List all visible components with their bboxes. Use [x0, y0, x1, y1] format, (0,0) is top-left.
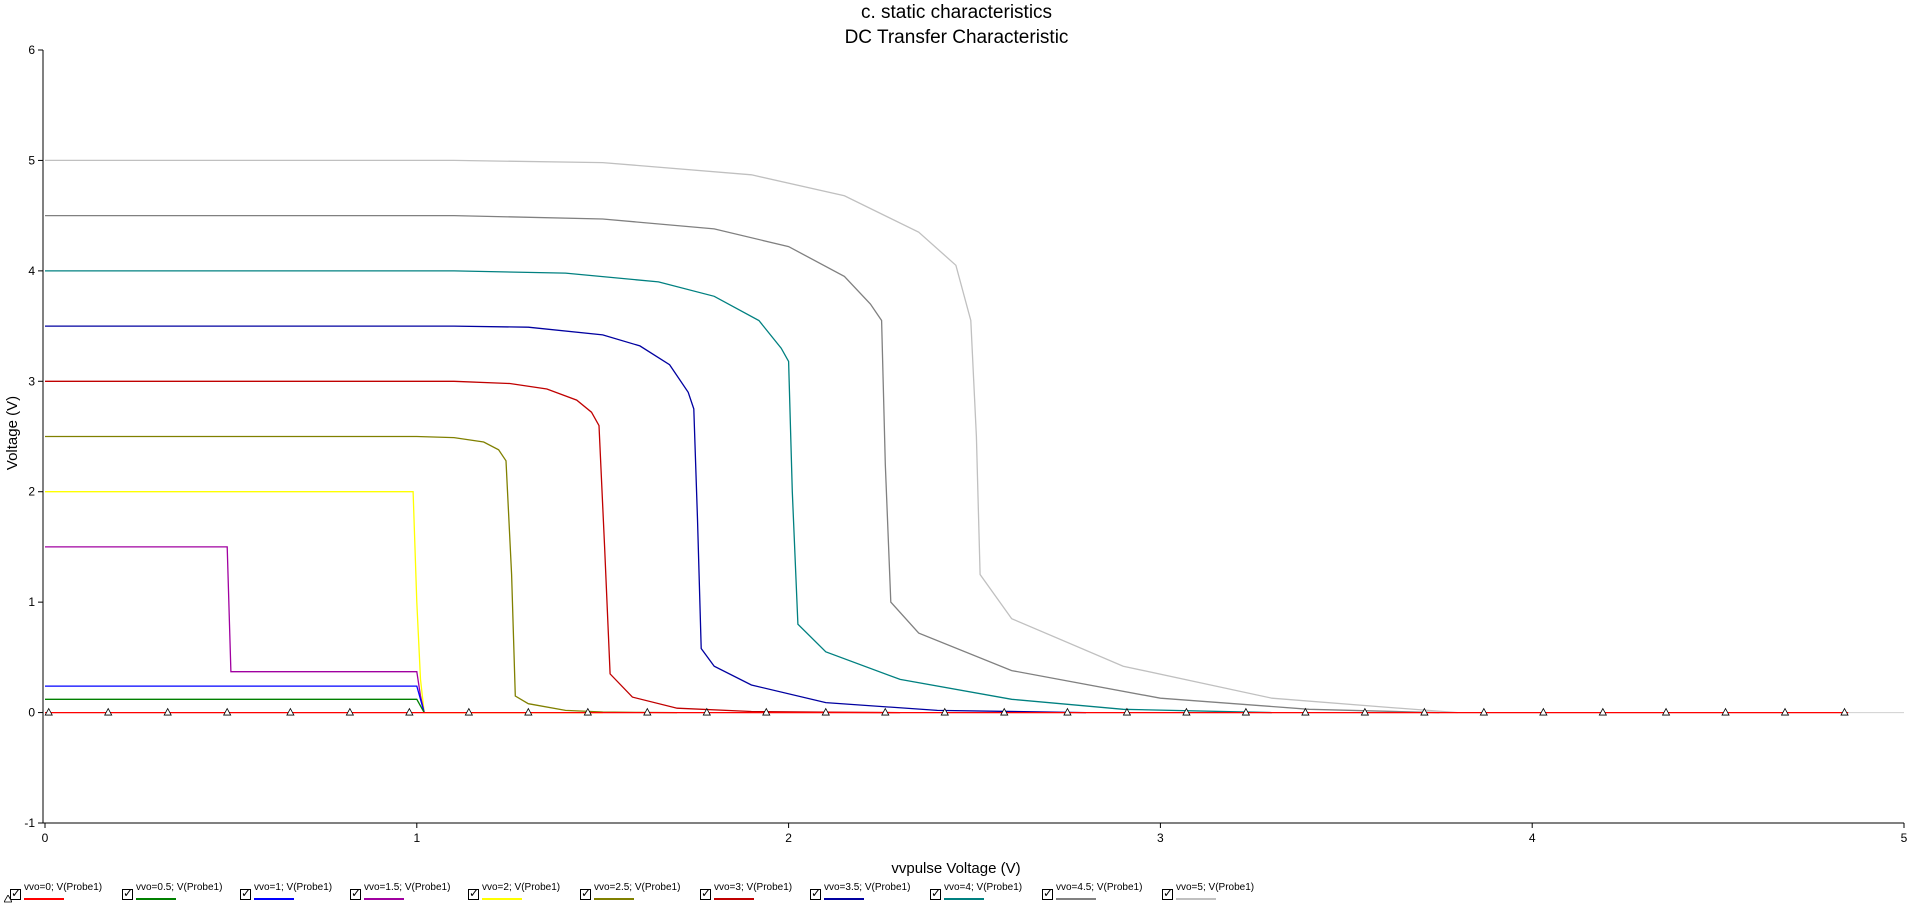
data-point-marker: [762, 707, 771, 716]
legend-swatch: [24, 898, 64, 900]
data-point-marker: [1360, 707, 1370, 716]
data-point-marker: [1479, 707, 1489, 716]
legend-label: vvo=5; V(Probe1): [1176, 882, 1255, 893]
legend-checkbox[interactable]: [1162, 886, 1173, 900]
legend-label: vvo=2.5; V(Probe1): [594, 882, 681, 893]
data-point-marker: [1721, 707, 1730, 716]
legend-checkbox[interactable]: [700, 886, 711, 900]
y-tick-label: 0: [28, 706, 35, 720]
legend-checkbox[interactable]: [122, 886, 133, 900]
data-point-marker: [1122, 707, 1132, 716]
data-point-marker: [702, 707, 711, 716]
legend-swatch: [714, 898, 754, 900]
x-axis-label: vvpulse Voltage (V): [891, 860, 1020, 877]
series-line: [45, 325, 1087, 714]
legend-checkbox[interactable]: [468, 886, 479, 900]
legend-swatch: [1056, 898, 1096, 900]
chart-subtitle: DC Transfer Characteristic: [844, 27, 1069, 48]
legend-swatch: [594, 898, 634, 900]
data-point-marker: [405, 707, 414, 716]
data-point-marker: [524, 707, 533, 716]
legend-swatch: [482, 898, 522, 900]
legend-label: vvo=2; V(Probe1): [482, 882, 561, 893]
series-line: [45, 214, 1440, 714]
data-point-marker: [1661, 707, 1671, 716]
series-line: [45, 159, 1458, 714]
data-point-marker: [1598, 707, 1608, 716]
legend-swatch: [364, 898, 404, 900]
data-point-marker: [940, 707, 949, 716]
legend-marker-icon: [3, 890, 13, 903]
legend-label: vvo=0.5; V(Probe1): [136, 882, 223, 893]
legend-checkbox[interactable]: [350, 886, 361, 900]
legend-label: vvo=3.5; V(Probe1): [824, 882, 911, 893]
axes: -1 0 1 2 3 4 5 6 0 1 2 3 4 5: [24, 43, 1907, 845]
data-point-marker: [1780, 707, 1790, 716]
series-line: [45, 546, 425, 713]
x-tick-label: 5: [1901, 831, 1908, 845]
y-tick-label: 3: [28, 374, 35, 388]
data-point-marker: [44, 707, 53, 716]
x-tick-label: 4: [1529, 831, 1536, 845]
legend-swatch: [1176, 898, 1216, 900]
legend-checkbox[interactable]: [810, 886, 821, 900]
y-tick-label: 4: [28, 264, 35, 278]
dc-transfer-plot: -1 0 1 2 3 4 5 6 0 1 2 3 4 5 vvpulse Voltage (V) Volt…: [4, 43, 1908, 877]
legend-swatch: [136, 898, 176, 900]
data-point-marker: [881, 707, 890, 716]
legend: vvo=0; V(Probe1) vvo=0.5; V(Probe1) vvo=1;…: [0, 878, 1913, 909]
legend-label: vvo=0; V(Probe1): [24, 882, 103, 893]
legend-swatch: [254, 898, 294, 900]
legend-label: vvo=3; V(Probe1): [714, 882, 793, 893]
data-point-marker: [104, 707, 113, 716]
series-line: [45, 685, 425, 713]
data-point-marker: [286, 707, 295, 716]
x-tick-label: 1: [413, 831, 420, 845]
x-tick-label: 0: [42, 831, 49, 845]
legend-swatch: [824, 898, 864, 900]
y-tick-label: 1: [28, 595, 35, 609]
y-tick-label: 2: [28, 485, 35, 499]
data-point-marker: [1420, 707, 1429, 716]
legend-swatch: [944, 898, 984, 900]
data-point-marker: [1840, 707, 1849, 716]
data-point-marker: [821, 707, 830, 716]
legend-label: vvo=1.5; V(Probe1): [364, 882, 451, 893]
data-point-marker: [345, 707, 355, 716]
y-tick-label: 5: [28, 153, 35, 167]
data-point-marker: [1539, 707, 1548, 716]
legend-checkbox[interactable]: [1042, 886, 1053, 900]
chart-title: c. static characteristics: [860, 2, 1053, 23]
legend-checkbox[interactable]: [580, 886, 591, 900]
series-line: [45, 698, 425, 713]
series-line: [45, 491, 603, 714]
legend-checkbox[interactable]: [930, 886, 941, 900]
x-tick-label: 2: [785, 831, 792, 845]
data-markers: [44, 707, 1849, 716]
data-point-marker: [163, 707, 172, 716]
data-point-marker: [1241, 707, 1251, 716]
y-tick-label: -1: [24, 816, 35, 830]
data-point-marker: [1301, 707, 1310, 716]
x-tick-label: 3: [1157, 831, 1164, 845]
legend-checkbox[interactable]: [10, 886, 21, 900]
legend-label: vvo=4.5; V(Probe1): [1056, 882, 1143, 893]
data-point-marker: [1063, 707, 1072, 716]
data-point-marker: [464, 707, 474, 716]
data-point-marker: [1182, 707, 1191, 716]
data-point-marker: [583, 707, 592, 716]
legend-checkbox[interactable]: [240, 886, 251, 900]
curves: [45, 159, 1849, 714]
y-axis-label: Voltage (V): [4, 396, 21, 470]
legend-label: vvo=1; V(Probe1): [254, 882, 333, 893]
series-line: [45, 380, 901, 714]
data-point-marker: [643, 707, 652, 716]
y-tick-label: 6: [28, 43, 35, 57]
data-point-marker: [223, 707, 232, 716]
data-point-marker: [1000, 707, 1009, 716]
legend-label: vvo=4; V(Probe1): [944, 882, 1023, 893]
chart-title-block: c. static characteristics DC Transfer Ch…: [0, 0, 1913, 50]
series-line: [45, 270, 1272, 714]
